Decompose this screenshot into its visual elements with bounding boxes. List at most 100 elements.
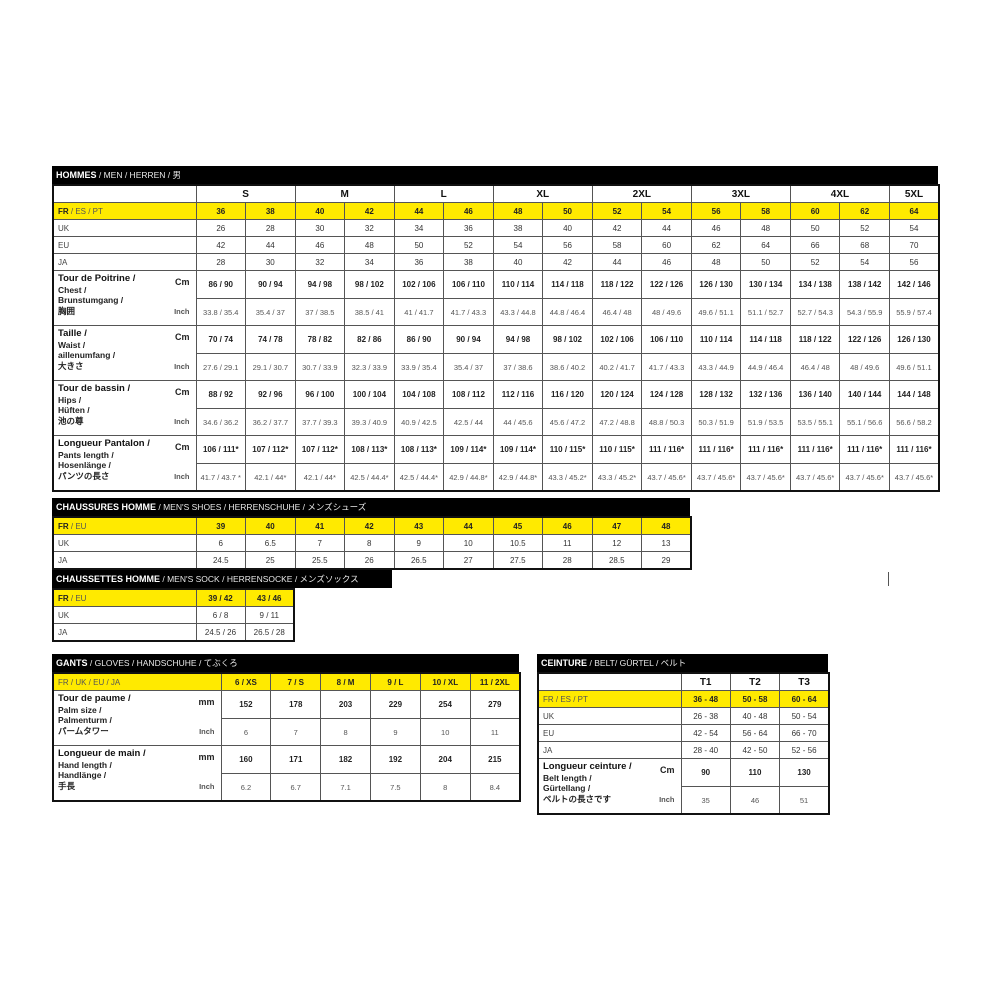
table-cell: 12 [591,534,642,552]
measure-label-line: Chest / [58,284,87,295]
table-cell: 66 - 70 [779,724,830,742]
measure-label-line: Gürtellang / [543,783,591,793]
table-cell: 25 [245,551,296,570]
measure-cell: 160 [220,745,272,774]
table-cell: 26 [195,219,247,237]
size-header: L [393,184,494,203]
size-code-cell: 43 [393,516,444,535]
size-header: T3 [779,672,830,691]
table-cell: 29 [641,551,692,570]
row-label: UK [537,707,682,725]
measure-label-line: 手長 [58,780,76,791]
measure-cell-inch: 55.1 / 56.6 [839,408,890,436]
measure-label-line: 大きさ [58,360,84,371]
measure-cell-inch: 46.4 / 48 [789,353,841,381]
measure-label-line: Tour de bassin / [58,383,131,394]
measure-cell: 74 / 78 [245,325,296,354]
table-cell: 6.5 [245,534,296,552]
table-row: UK 26 - 38 40 - 48 50 - 54 [537,707,830,725]
row-label: JA [52,551,197,570]
table-cell: 32 [294,253,346,271]
table-cell: 28.5 [591,551,642,570]
measure-cell: 171 [270,745,322,774]
measure-cell: 215 [469,745,521,774]
table-cell: 44 [641,219,692,237]
size-code-cell: 43 / 46 [244,588,295,607]
measure-cell-inch: 43.3 / 45.2* [542,463,593,492]
measure-label-line: パンツの長さ [58,470,110,481]
measure-cell: 124 / 128 [641,380,692,409]
measure-cell: 98 / 102 [344,270,395,299]
table-row: UK 6 6.5 7 8 9 10 10.5 11 12 13 [52,534,692,552]
measure-cell: 140 / 144 [839,380,890,409]
measure-label: Tour de Poitrine / Chest / Brunstumgang / 胸… [52,270,197,326]
code-label-rest: FR / UK / EU / JA [58,677,121,687]
measure-cell: 82 / 86 [344,325,395,354]
unit-inch: Inch [199,781,215,791]
empty-cell [537,672,682,691]
measure-label-line: Tour de Poitrine / [58,273,136,284]
unit-primary: Cm [659,765,675,775]
measure-cell-inch: 42.9 / 44.8* [443,463,494,492]
table-cell: 46 [641,253,692,271]
size-code-cell: 47 [591,516,642,535]
measure-cell-inch: 49.6 / 51.1 [690,298,742,326]
size-code-cell: 48 [492,202,544,220]
measure-row: Taille / Waist / aillenumfang / 大きさ Cm Inch 70… [52,325,940,381]
row-label: UK [52,606,197,624]
code-label-bold: FR [58,206,69,216]
measure-label-line: 胸囲 [58,305,76,316]
shoes-title: CHAUSSURES HOMME [56,502,157,512]
size-code-label: FR / UK / EU / JA [52,672,222,691]
measure-label-line: Palm size / [58,704,102,715]
men-title-translations: / MEN / HERREN / 男 [96,170,182,180]
table-cell: 38 [492,219,544,237]
measure-cell: 108 / 112 [443,380,494,409]
table-cell: 28 [245,219,296,237]
measure-cell: 86 / 90 [393,325,445,354]
measure-cell-inch: 8 [419,773,471,802]
size-code-cell: 9 / L [369,672,421,691]
measure-cell-inch: 33.9 / 35.4 [393,353,445,381]
table-cell: 70 [888,236,940,254]
size-code-cell: 54 [641,202,692,220]
measure-label-line: パームタワー [58,725,109,736]
table-cell: 8 [344,534,395,552]
measure-cell: 111 / 116* [740,435,791,464]
men-size-table: S M L XL 2XL 3XL 4XL 5XL FR / ES / PT 36 38 40 42 44 4… [52,184,940,492]
measure-cell-inch: 53.5 / 55.1 [789,408,841,436]
measure-cell: 106 / 111* [195,435,247,464]
table-cell: 26.5 [393,551,444,570]
table-cell: 56 [888,253,940,271]
measure-cell: 279 [469,690,521,719]
measure-cell-inch: 42.1 / 44* [294,463,346,492]
measure-label-line: Belt length / [543,772,592,783]
measure-cell-inch: 7.1 [320,773,371,802]
table-cell: 60 [641,236,692,254]
size-code-cell: 44 [393,202,445,220]
measure-row-inch: 34.6 / 36.2 36.2 / 37.7 37.7 / 39.3 39.3 / … [53,408,940,436]
measure-label-line: Tour de paume / [58,693,131,704]
table-cell: 42 [195,236,247,254]
size-code-cell: 62 [839,202,890,220]
measure-cell-inch: 6.2 [220,773,272,802]
size-code-cell: 44 [443,516,494,535]
measure-cell-inch: 44.9 / 46.4 [740,353,791,381]
measure-label-line: Longueur ceinture / [543,761,632,772]
size-code-cell: 36 - 48 [680,690,731,708]
size-code-row: FR / EU 39 / 42 43 / 46 [52,588,295,607]
size-header: XL [492,184,593,203]
size-header: 5XL [888,184,940,203]
row-label: EU [52,236,197,254]
measure-cell: 94 / 98 [492,325,544,354]
table-cell: 40 [492,253,544,271]
measure-cell: 108 / 113* [344,435,395,464]
gloves-title-bar: GANTS / GLOVES / HANDSCHUHE / てぶくろ [52,654,519,672]
table-cell: 9 [393,534,444,552]
table-cell: 50 - 54 [779,707,830,725]
measure-cell-inch: 41.7 / 43.7 * [195,463,247,492]
measure-row: Tour de Poitrine / Chest / Brunstumgang / 胸… [52,270,940,326]
table-cell: 56 - 64 [729,724,781,742]
measure-cell: 111 / 116* [888,435,940,464]
unit-inch: Inch [199,726,215,736]
